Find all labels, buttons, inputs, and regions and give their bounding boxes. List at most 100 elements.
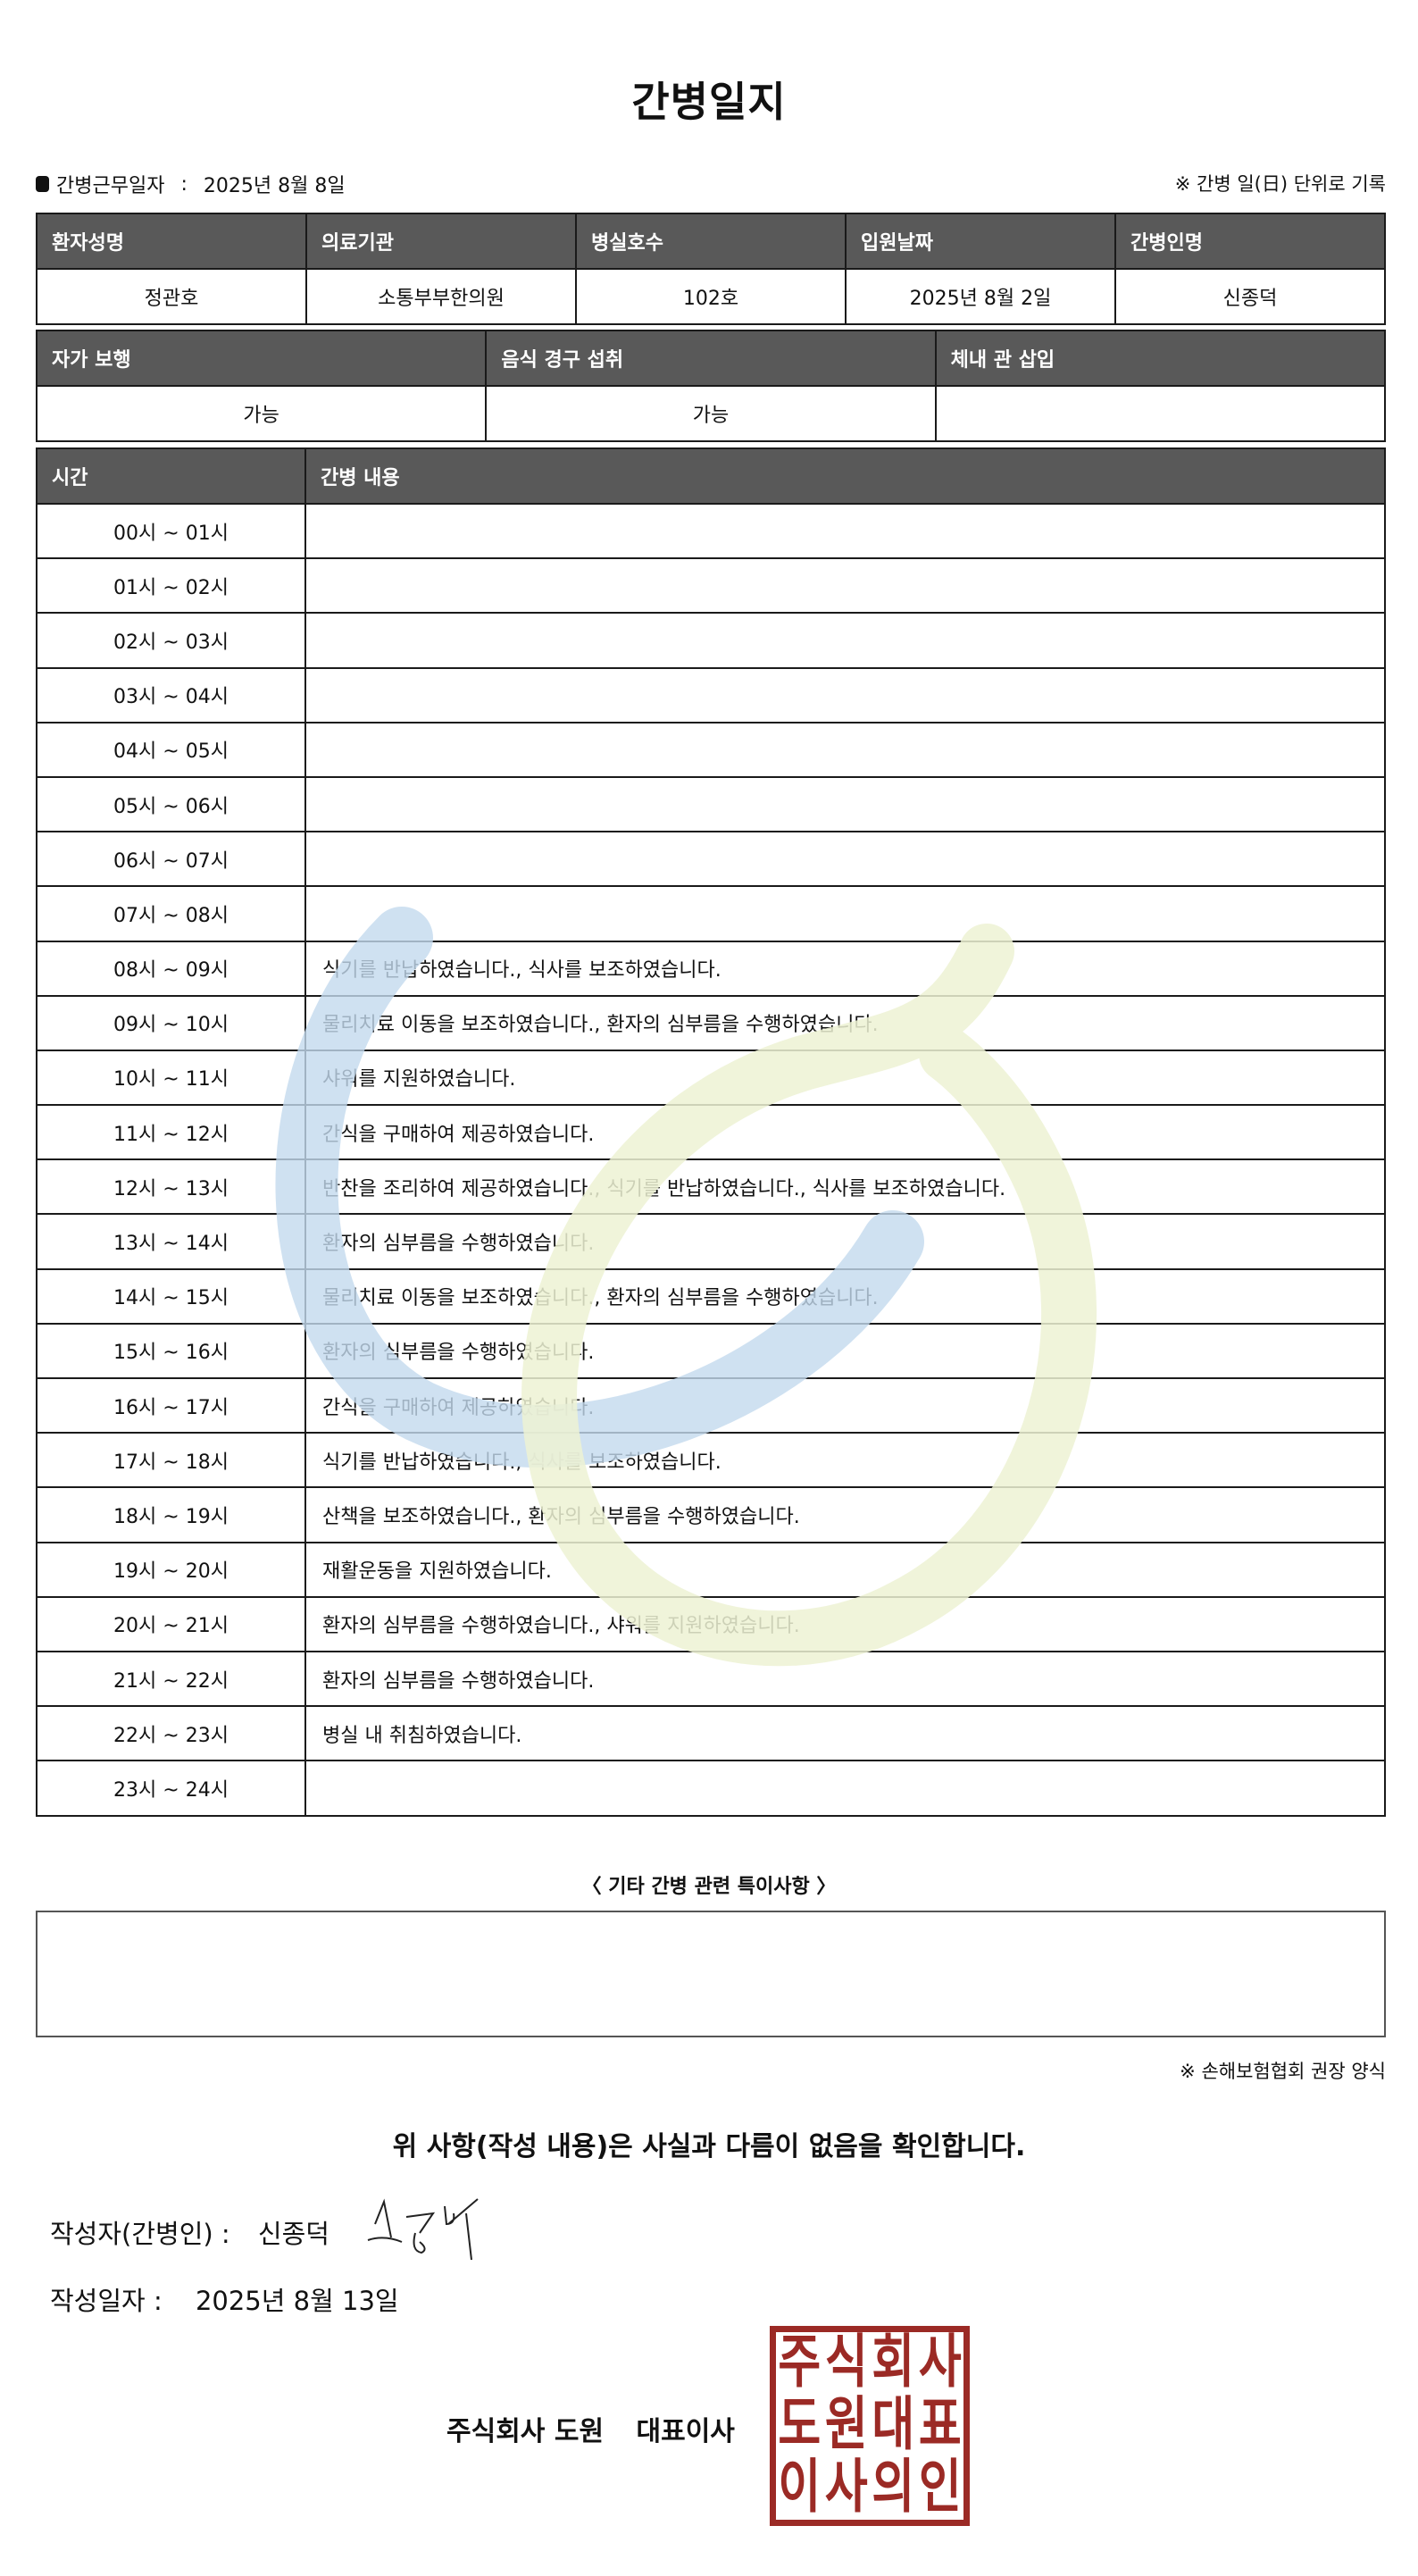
- care-content-cell: 반찬을 조리하여 제공하였습니다., 식기를 반납하였습니다., 식사를 보조하…: [304, 1158, 1386, 1216]
- table-row: 07시 ~ 08시: [36, 885, 1386, 942]
- time-cell: 01시 ~ 02시: [36, 557, 306, 615]
- table-row: 12시 ~ 13시 반찬을 조리하여 제공하였습니다., 식기를 반납하였습니다.…: [36, 1158, 1386, 1216]
- table-row: 00시 ~ 01시: [36, 502, 1386, 560]
- care-content-cell: 환자의 심부름을 수행하였습니다.: [304, 1322, 1386, 1380]
- table-row: 14시 ~ 15시 물리치료 이동을 보조하였습니다., 환자의 심부름을 수행하…: [36, 1267, 1386, 1325]
- time-cell: 20시 ~ 21시: [36, 1595, 306, 1652]
- table-row: 13시 ~ 14시 환자의 심부름을 수행하였습니다.: [36, 1213, 1386, 1270]
- stamp-character: 표: [918, 2391, 962, 2459]
- care-content-cell: [304, 831, 1386, 888]
- patient-status-table: 자가 보행 음식 경구 섭취 체내 관 삽입 가능 가능: [35, 330, 1387, 442]
- header-oral-intake: 음식 경구 섭취: [485, 330, 937, 387]
- care-content-cell: 환자의 심부름을 수행하였습니다.: [304, 1213, 1386, 1270]
- time-cell: 17시 ~ 18시: [36, 1432, 306, 1489]
- care-content-cell: 산책을 보조하였습니다., 환자의 심부름을 수행하였습니다.: [304, 1486, 1386, 1543]
- special-notes-box: [36, 1911, 1386, 2037]
- stamp-character: 인: [918, 2454, 962, 2522]
- care-content-cell: 재활운동을 지원하였습니다.: [304, 1541, 1386, 1598]
- table-row: 01시 ~ 02시: [36, 557, 1386, 615]
- caregiver-name: 신종덕: [1114, 268, 1386, 325]
- time-cell: 23시 ~ 24시: [36, 1760, 306, 1817]
- header-admission-date: 입원날짜: [845, 213, 1116, 270]
- time-cell: 18시 ~ 19시: [36, 1486, 306, 1543]
- care-log-table: 시간 간병 내용 00시 ~ 01시 01시 ~ 02시 02시 ~ 03시 03시 …: [36, 447, 1386, 1817]
- time-cell: 21시 ~ 22시: [36, 1650, 306, 1708]
- institution: 소통부부한의원: [305, 268, 577, 325]
- stamp-character: 주: [778, 2329, 822, 2396]
- care-content-cell: [304, 502, 1386, 560]
- writer-line: 작성자(간병인) : 신종덕: [50, 2213, 329, 2251]
- company-title: 대표이사: [636, 2416, 735, 2447]
- special-notes-title: 〈 기타 간병 관련 특이사항 〉: [581, 1876, 837, 1898]
- header-patient-name: 환자성명: [36, 213, 307, 270]
- stamp-character: 이: [778, 2454, 822, 2522]
- table-row: 17시 ~ 18시 식기를 반납하였습니다., 식사를 보조하였습니다.: [36, 1432, 1386, 1489]
- care-content-cell: 샤워를 지원하였습니다.: [304, 1049, 1386, 1107]
- time-cell: 03시 ~ 04시: [36, 666, 306, 723]
- care-content-cell: [304, 721, 1386, 778]
- care-content-cell: 식기를 반납하였습니다., 식사를 보조하였습니다.: [304, 1432, 1386, 1489]
- time-cell: 07시 ~ 08시: [36, 885, 306, 942]
- company-line: 주식회사 도원 대표이사: [446, 2409, 735, 2448]
- stamp-character: 의: [872, 2454, 915, 2522]
- bullet-icon: [36, 176, 49, 192]
- table-row: 06시 ~ 07시: [36, 831, 1386, 888]
- care-content-cell: [304, 557, 1386, 615]
- table-row: 15시 ~ 16시 환자의 심부름을 수행하였습니다.: [36, 1322, 1386, 1380]
- time-cell: 22시 ~ 23시: [36, 1705, 306, 1762]
- admission-date: 2025년 8월 2일: [845, 268, 1116, 325]
- header-tube: 체내 관 삽입: [934, 330, 1387, 387]
- stamp-character: 대: [872, 2391, 915, 2459]
- care-content-cell: 환자의 심부름을 수행하였습니다., 샤워를 지원하였습니다.: [304, 1595, 1386, 1652]
- table-row: 05시 ~ 06시: [36, 775, 1386, 833]
- confirmation-statement: 위 사항(작성 내용)은 사실과 다름이 없음을 확인합니다.: [392, 2131, 1026, 2162]
- header-care-content: 간병 내용: [304, 447, 1386, 505]
- time-cell: 15시 ~ 16시: [36, 1322, 306, 1380]
- table-row: 11시 ~ 12시 간식을 구매하여 제공하였습니다.: [36, 1104, 1386, 1161]
- time-cell: 05시 ~ 06시: [36, 775, 306, 833]
- work-date-value: 2025년 8월 8일: [203, 175, 346, 197]
- time-cell: 10시 ~ 11시: [36, 1049, 306, 1107]
- time-cell: 12시 ~ 13시: [36, 1158, 306, 1216]
- table-row: 04시 ~ 05시: [36, 721, 1386, 778]
- stamp-character: 도: [778, 2391, 822, 2459]
- care-content-cell: 물리치료 이동을 보조하였습니다., 환자의 심부름을 수행하였습니다.: [304, 994, 1386, 1051]
- care-content-cell: [304, 775, 1386, 833]
- table-row: 10시 ~ 11시 샤워를 지원하였습니다.: [36, 1049, 1386, 1107]
- table-row: 02시 ~ 03시: [36, 612, 1386, 669]
- work-date-label: 간병근무일자: [56, 175, 165, 197]
- walking-value: 가능: [35, 385, 488, 442]
- table-row: 21시 ~ 22시 환자의 심부름을 수행하였습니다.: [36, 1650, 1386, 1708]
- page-title: 간병일지: [631, 78, 787, 126]
- table-row: 08시 ~ 09시 식기를 반납하였습니다., 식사를 보조하였습니다.: [36, 940, 1386, 997]
- care-content-cell: 간식을 구매하여 제공하였습니다.: [304, 1376, 1386, 1434]
- header-room: 병실호수: [575, 213, 847, 270]
- tube-value: [934, 385, 1387, 442]
- time-cell: 04시 ~ 05시: [36, 721, 306, 778]
- table-row: 19시 ~ 20시 재활운동을 지원하였습니다.: [36, 1541, 1386, 1598]
- stamp-character: 사: [918, 2329, 962, 2396]
- stamp-character: 원: [824, 2391, 868, 2459]
- written-date-line: 작성일자 : 2025년 8월 13일: [50, 2280, 399, 2318]
- time-cell: 16시 ~ 17시: [36, 1376, 306, 1434]
- daily-record-note: ※ 간병 일(日) 단위로 기록: [1174, 173, 1386, 195]
- header-time: 시간: [36, 447, 306, 505]
- time-cell: 19시 ~ 20시: [36, 1541, 306, 1598]
- care-content-cell: 간식을 구매하여 제공하였습니다.: [304, 1104, 1386, 1161]
- time-cell: 06시 ~ 07시: [36, 831, 306, 888]
- oral-intake-value: 가능: [485, 385, 937, 442]
- table-row: 23시 ~ 24시: [36, 1760, 1386, 1817]
- stamp-character: 회: [872, 2329, 915, 2396]
- work-date-line: 간병근무일자 : 2025년 8월 8일: [36, 170, 346, 198]
- written-date-label: 작성일자 :: [50, 2286, 163, 2316]
- header-walking: 자가 보행: [35, 330, 488, 387]
- table-row: 22시 ~ 23시 병실 내 취침하였습니다.: [36, 1705, 1386, 1762]
- handwritten-signature: [367, 2198, 479, 2261]
- written-date-value: 2025년 8월 13일: [195, 2286, 399, 2316]
- time-cell: 11시 ~ 12시: [36, 1104, 306, 1161]
- time-cell: 08시 ~ 09시: [36, 940, 306, 997]
- time-cell: 13시 ~ 14시: [36, 1213, 306, 1270]
- patient-name: 정관호: [36, 268, 307, 325]
- header-caregiver: 간병인명: [1114, 213, 1386, 270]
- care-content-cell: 환자의 심부름을 수행하였습니다.: [304, 1650, 1386, 1708]
